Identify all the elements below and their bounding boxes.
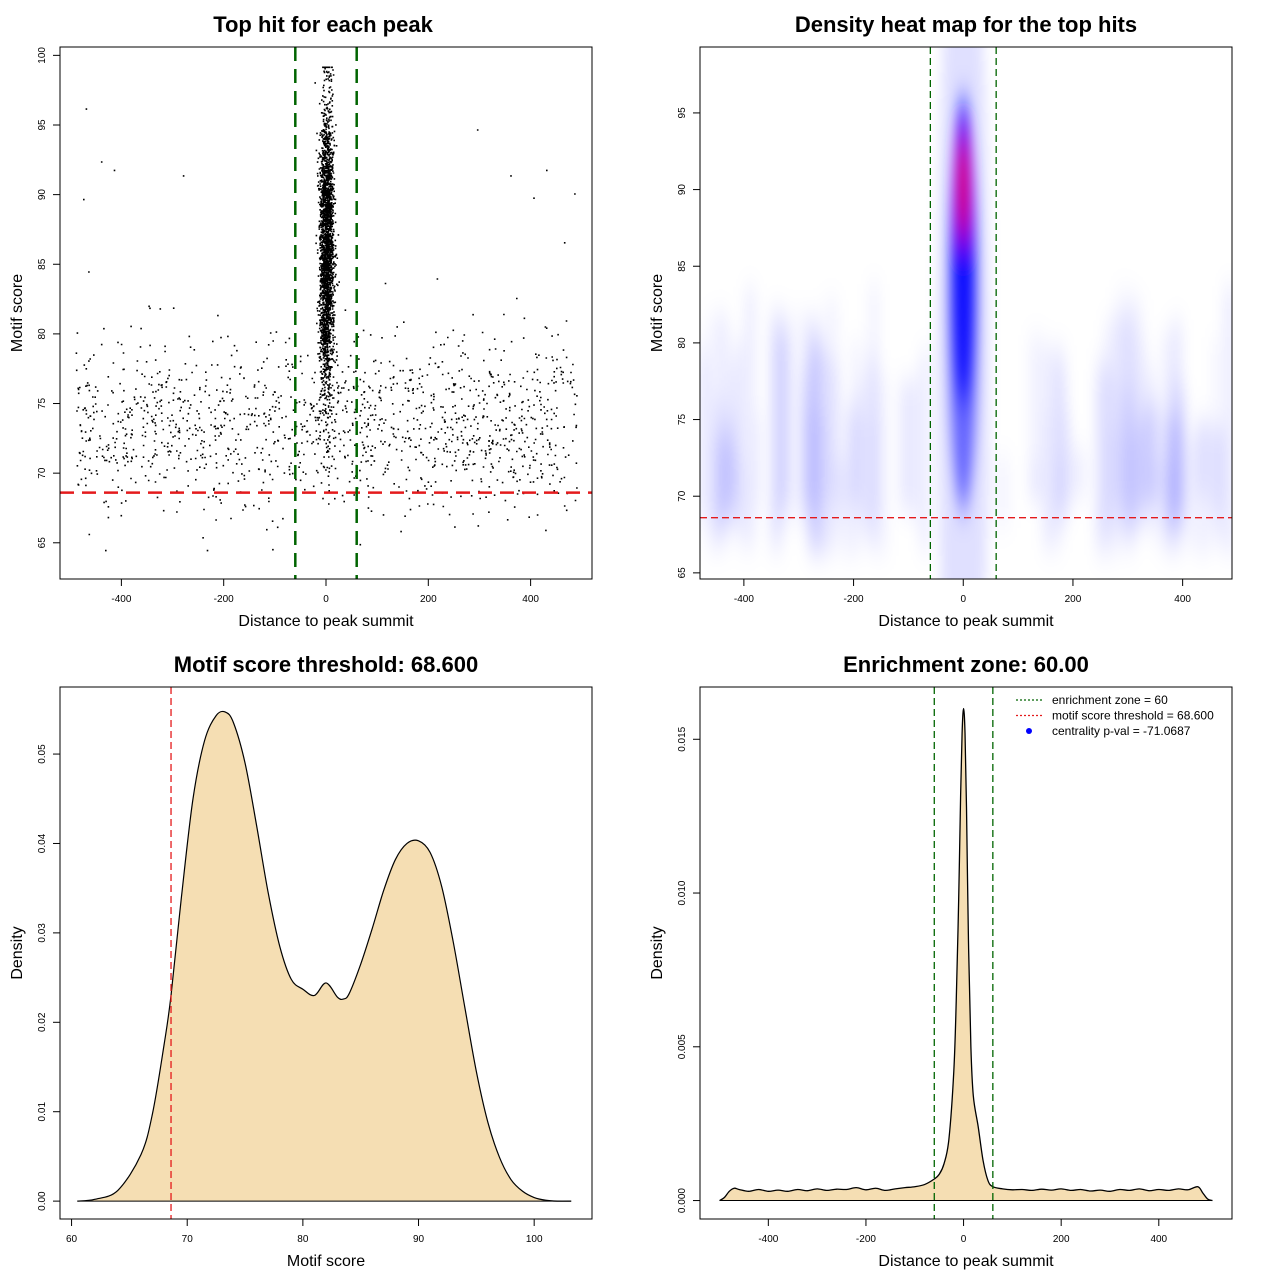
y-tick-label: 80 — [37, 328, 48, 340]
y-tick-label: 75 — [677, 414, 688, 426]
y-axis-label: Motif score — [9, 274, 26, 352]
x-tick-label: 400 — [522, 594, 539, 605]
x-tick-label: 200 — [420, 594, 437, 605]
point-cloud — [75, 66, 578, 552]
y-tick-label: 80 — [677, 337, 688, 349]
x-tick-label: 70 — [182, 1234, 194, 1245]
plot-frame — [59, 686, 593, 1220]
y-tick-label: 85 — [37, 258, 48, 270]
y-tick-label: 100 — [37, 47, 48, 64]
legend-entry-label: enrichment zone = 60 — [1052, 693, 1168, 707]
y-tick-label: 0.05 — [37, 744, 48, 764]
y-tick-label: 0.02 — [37, 1012, 48, 1032]
legend-entry-label: centrality p-val = -71.0687 — [1052, 724, 1191, 738]
chart-title: Motif score threshold: 68.600 — [174, 652, 478, 677]
y-axis-label: Density — [649, 926, 666, 979]
chart-title: Density heat map for the top hits — [795, 12, 1137, 37]
chart-title: Enrichment zone: 60.00 — [843, 652, 1089, 677]
panel-top-hit-scatter: Top hit for each peak Distance to peak s… — [9, 12, 593, 630]
legend-swatch — [1026, 728, 1032, 734]
density-curve — [77, 710, 572, 1202]
x-tick-label: -200 — [844, 594, 864, 605]
x-tick-label: 90 — [413, 1234, 425, 1245]
y-axis-label: Motif score — [649, 274, 666, 352]
y-tick-label: 0.010 — [677, 880, 688, 905]
density-area — [719, 708, 1213, 1201]
x-tick-label: 0 — [961, 1234, 967, 1245]
x-tick-label: -200 — [856, 1234, 876, 1245]
heatmap-layer — [700, 47, 1232, 579]
scatter-points — [75, 66, 578, 552]
y-tick-label: 95 — [37, 119, 48, 131]
y-tick-label: 65 — [677, 567, 688, 579]
x-tick-label: 80 — [297, 1234, 309, 1245]
x-tick-label: 400 — [1174, 594, 1191, 605]
x-axis-label: Motif score — [287, 1253, 365, 1270]
y-tick-label: 85 — [677, 260, 688, 272]
y-tick-label: 65 — [37, 537, 48, 549]
legend-entry-label: motif score threshold = 68.600 — [1052, 709, 1214, 723]
y-tick-label: 75 — [37, 398, 48, 410]
y-tick-label: 90 — [37, 189, 48, 201]
x-tick-label: 60 — [66, 1234, 78, 1245]
y-tick-label: 0.005 — [677, 1034, 688, 1059]
y-tick-label: 70 — [37, 467, 48, 479]
x-axis-label: Distance to peak summit — [878, 613, 1054, 630]
panel-enrichment-zone-density: Enrichment zone: 60.00 Distance to peak … — [649, 652, 1233, 1270]
x-tick-label: -400 — [758, 1234, 778, 1245]
x-axis-label: Distance to peak summit — [878, 1253, 1054, 1270]
x-tick-label: -400 — [111, 594, 131, 605]
x-tick-label: 0 — [323, 594, 329, 605]
y-tick-label: 0.01 — [37, 1102, 48, 1122]
density-area — [77, 711, 572, 1202]
x-tick-label: -200 — [214, 594, 234, 605]
plot-frame — [699, 46, 1233, 580]
x-tick-label: 0 — [960, 594, 966, 605]
legend: enrichment zone = 60 motif score threshol… — [1016, 693, 1214, 738]
plot-frame — [699, 686, 1233, 1220]
y-tick-label: 95 — [677, 107, 688, 119]
density-curve — [719, 707, 1213, 1202]
x-axis-label: Distance to peak summit — [238, 613, 414, 630]
y-tick-label: 0.04 — [37, 833, 48, 853]
y-tick-label: 0.03 — [37, 923, 48, 943]
density-streaks — [700, 283, 1232, 556]
y-axis-label: Density — [9, 926, 26, 979]
chart-title: Top hit for each peak — [213, 12, 433, 37]
x-tick-label: -400 — [734, 594, 754, 605]
x-tick-label: 200 — [1065, 594, 1082, 605]
x-tick-label: 200 — [1053, 1234, 1070, 1245]
panel-density-heatmap: Density heat map for the top hits Distan… — [649, 12, 1233, 630]
density-hotspot — [937, 47, 990, 579]
panel-motif-score-density: Motif score threshold: 68.600 Motif scor… — [9, 652, 593, 1270]
y-tick-label: 0.015 — [677, 726, 688, 751]
y-tick-label: 90 — [677, 184, 688, 196]
y-tick-label: 0.000 — [677, 1188, 688, 1213]
x-tick-label: 400 — [1150, 1234, 1167, 1245]
y-tick-label: 70 — [677, 490, 688, 502]
x-tick-label: 100 — [526, 1234, 543, 1245]
y-tick-label: 0.00 — [37, 1191, 48, 1211]
